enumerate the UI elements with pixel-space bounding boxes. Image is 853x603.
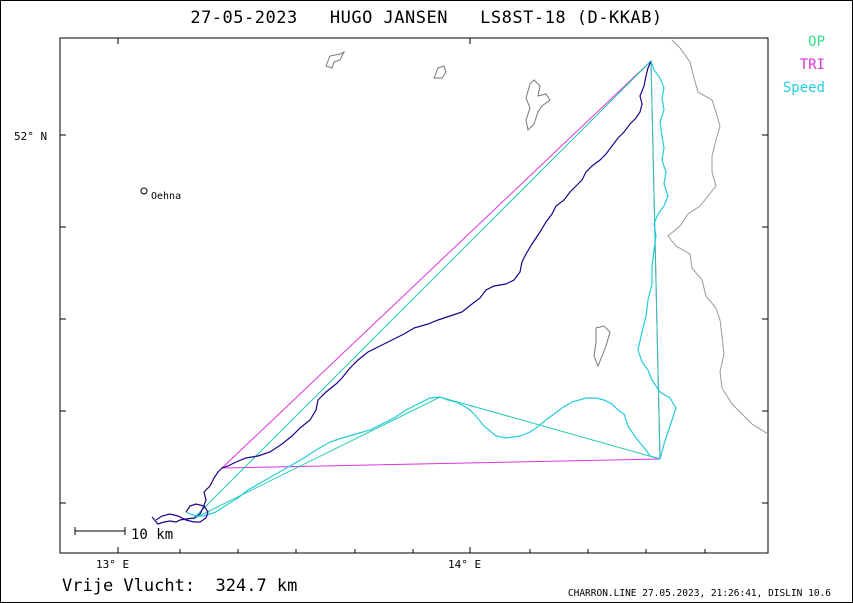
lake-3 — [525, 79, 551, 132]
town-label: Oehna — [151, 191, 181, 202]
flight-track — [151, 60, 652, 525]
legend-tri: TRI — [799, 57, 825, 73]
scale-bar — [74, 527, 126, 535]
lake-2 — [433, 65, 447, 79]
speed-track — [185, 60, 677, 517]
lake-4 — [593, 325, 611, 368]
country-border — [667, 39, 769, 435]
free-flight-distance: Vrije Vlucht: 324.7 km — [62, 576, 298, 596]
plot-frame — [59, 37, 769, 554]
lat-label-52n: 52° N — [14, 130, 47, 143]
lon-ticks — [117, 38, 706, 553]
legend-speed: Speed — [782, 80, 825, 96]
town-marker — [140, 187, 148, 195]
tri-triangle — [220, 59, 661, 469]
lake-1 — [325, 50, 346, 69]
lon-label-14e: 14° E — [448, 558, 481, 571]
map-title: 27-05-2023 HUGO JANSEN LS8ST-18 (D-KKAB) — [190, 8, 663, 28]
credit-line: CHARRON.LINE 27.05.2023, 21:26:41, DISLI… — [567, 588, 831, 599]
op-route — [192, 59, 661, 520]
start-track — [155, 503, 209, 523]
scale-bar-label: 10 km — [131, 527, 173, 543]
lon-label-13e: 13° E — [96, 558, 129, 571]
lat-ticks — [60, 134, 768, 504]
legend-op: OP — [808, 34, 825, 50]
